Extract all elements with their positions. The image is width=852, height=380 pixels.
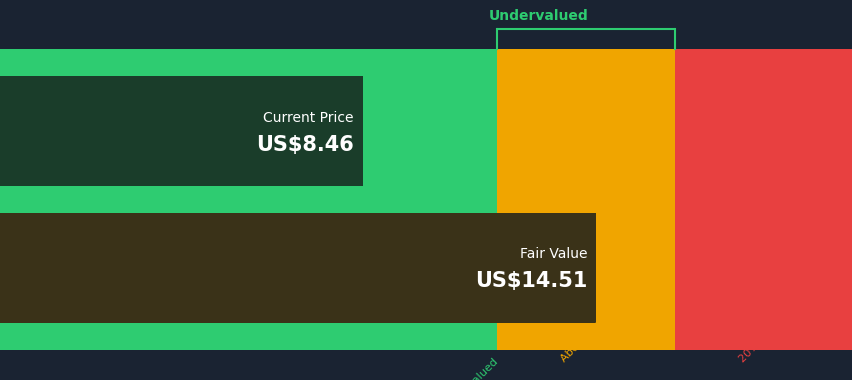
Text: Fair Value: Fair Value bbox=[520, 247, 587, 261]
Text: Undervalued: Undervalued bbox=[488, 9, 588, 23]
Text: US$8.46: US$8.46 bbox=[256, 135, 354, 155]
Text: Current Price: Current Price bbox=[263, 111, 354, 125]
Bar bbox=[674, 49, 852, 350]
Text: About Right: About Right bbox=[559, 310, 613, 364]
Bar bbox=[0, 213, 596, 323]
Bar bbox=[0, 76, 362, 186]
Text: 20% Overvalued: 20% Overvalued bbox=[736, 291, 809, 364]
Bar bbox=[497, 49, 674, 350]
Text: 20% Undervalued: 20% Undervalued bbox=[422, 357, 499, 380]
Text: US$14.51: US$14.51 bbox=[475, 271, 587, 291]
Bar bbox=[0, 49, 497, 350]
